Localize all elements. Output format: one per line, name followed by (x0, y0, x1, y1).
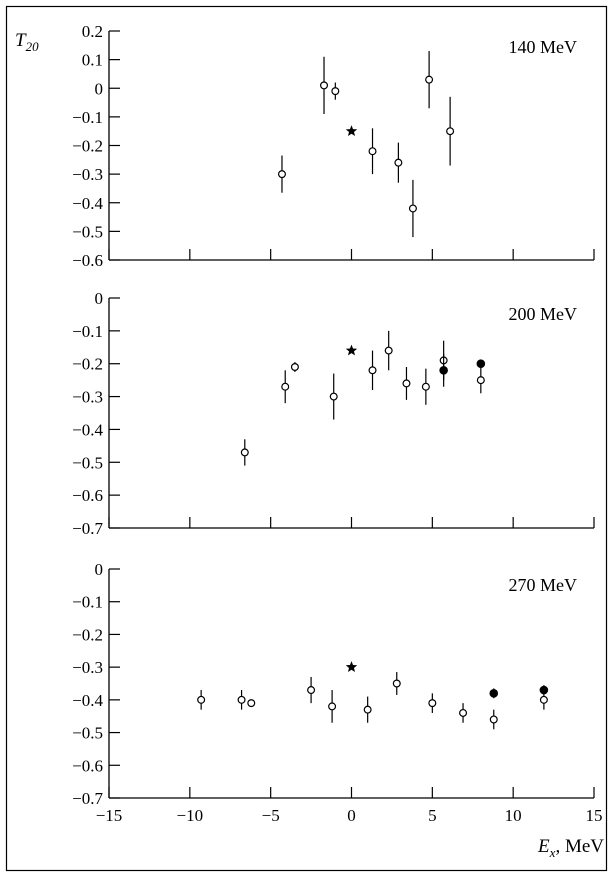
energy-label: 200 MeV (509, 304, 578, 324)
y-tick-label: −0.2 (72, 137, 103, 156)
data-point-open (368, 366, 377, 375)
data-point-open (277, 170, 286, 179)
data-point-filled (539, 685, 549, 695)
y-tick-label: −0.4 (72, 691, 103, 710)
y-tick-label: −0.6 (72, 251, 103, 270)
data-point-open (240, 448, 249, 457)
data-point-open (446, 127, 455, 136)
y-tick-label: −0.6 (72, 756, 103, 775)
y-tick-label: −0.6 (72, 486, 103, 505)
data-point-open (402, 379, 411, 388)
data-point-open (197, 695, 206, 704)
data-point-filled (489, 689, 499, 698)
y-tick-label: −0.3 (72, 388, 103, 407)
y-tick-label: −0.3 (72, 165, 103, 184)
data-point-open (392, 679, 401, 688)
data-point-open (368, 147, 377, 156)
data-point-open (408, 204, 417, 213)
data-point-open (476, 376, 485, 385)
data-point-open (329, 392, 338, 401)
data-point-open (421, 382, 430, 391)
data-point-star (345, 125, 358, 137)
data-point-filled (476, 359, 486, 369)
data-point-open (459, 708, 468, 717)
y-tick-label: −0.1 (72, 593, 103, 612)
panel-2: 0 −0.1 −0.2 −0.3 −0.4 −0.5 −0.6 −0.7 200 MeV (72, 289, 595, 538)
y-tick-label: −0.2 (72, 355, 103, 374)
data-point-open (428, 699, 437, 708)
x-tick-label: −15 (96, 806, 123, 825)
data-point-filled (439, 365, 448, 375)
y-tick-label: −0.1 (72, 322, 103, 341)
panel-3: 0 −0.1 −0.2 −0.3 −0.4 −0.5 −0.6 −0.7−15 −10 −5 0 5 1… (72, 560, 604, 860)
x-tick-label: 15 (586, 806, 603, 825)
data-point-open (394, 158, 403, 167)
y-tick-label: −0.4 (72, 194, 103, 213)
data-point-open (363, 705, 372, 714)
data-point-open (425, 75, 434, 84)
x-tick-label: −10 (177, 806, 204, 825)
x-tick-label: −5 (262, 806, 280, 825)
data-point-open (331, 87, 340, 96)
x-tick-label: 0 (347, 806, 356, 825)
y-tick-label: 0 (95, 560, 104, 579)
y-tick-label: −0.5 (72, 453, 103, 472)
data-point-open (281, 382, 290, 391)
data-point-open (290, 363, 299, 372)
data-point-open (247, 699, 256, 708)
y-tick-label: 0 (95, 79, 104, 98)
x-tick-label: 10 (505, 806, 522, 825)
x-axis-title: Ex, MeV (537, 836, 604, 860)
y-tick-label: −0.7 (72, 789, 103, 808)
y-tick-label: −0.4 (72, 420, 103, 439)
data-point-open (237, 695, 246, 704)
y-tick-label: −0.5 (72, 222, 103, 241)
data-point-open (320, 81, 329, 90)
data-point-open (489, 715, 498, 724)
y-tick-label: 0.2 (82, 22, 103, 41)
y-tick-label: −0.3 (72, 658, 103, 677)
y-tick-label: −0.1 (72, 108, 103, 127)
data-point-open (307, 686, 316, 695)
data-point-open (384, 346, 393, 355)
data-point-star (345, 661, 358, 672)
energy-label: 140 MeV (509, 37, 578, 57)
y-tick-label: 0.1 (82, 51, 103, 70)
data-point-open (328, 702, 337, 711)
x-tick-label: 5 (428, 806, 437, 825)
data-point-open (539, 695, 548, 704)
figure-frame (5, 5, 608, 872)
y-axis-title: T20 (15, 30, 39, 54)
y-tick-label: 0 (95, 289, 104, 308)
energy-label: 270 MeV (509, 575, 578, 595)
panel-1: 0.2 0.1 0 −0.1 −0.2 −0.3 −0.4 −0.5 −0.6 140 MeV T2… (15, 22, 595, 270)
y-tick-label: −0.7 (72, 519, 103, 538)
y-tick-label: −0.5 (72, 724, 103, 743)
y-tick-label: −0.2 (72, 625, 103, 644)
data-point-star (345, 344, 358, 356)
